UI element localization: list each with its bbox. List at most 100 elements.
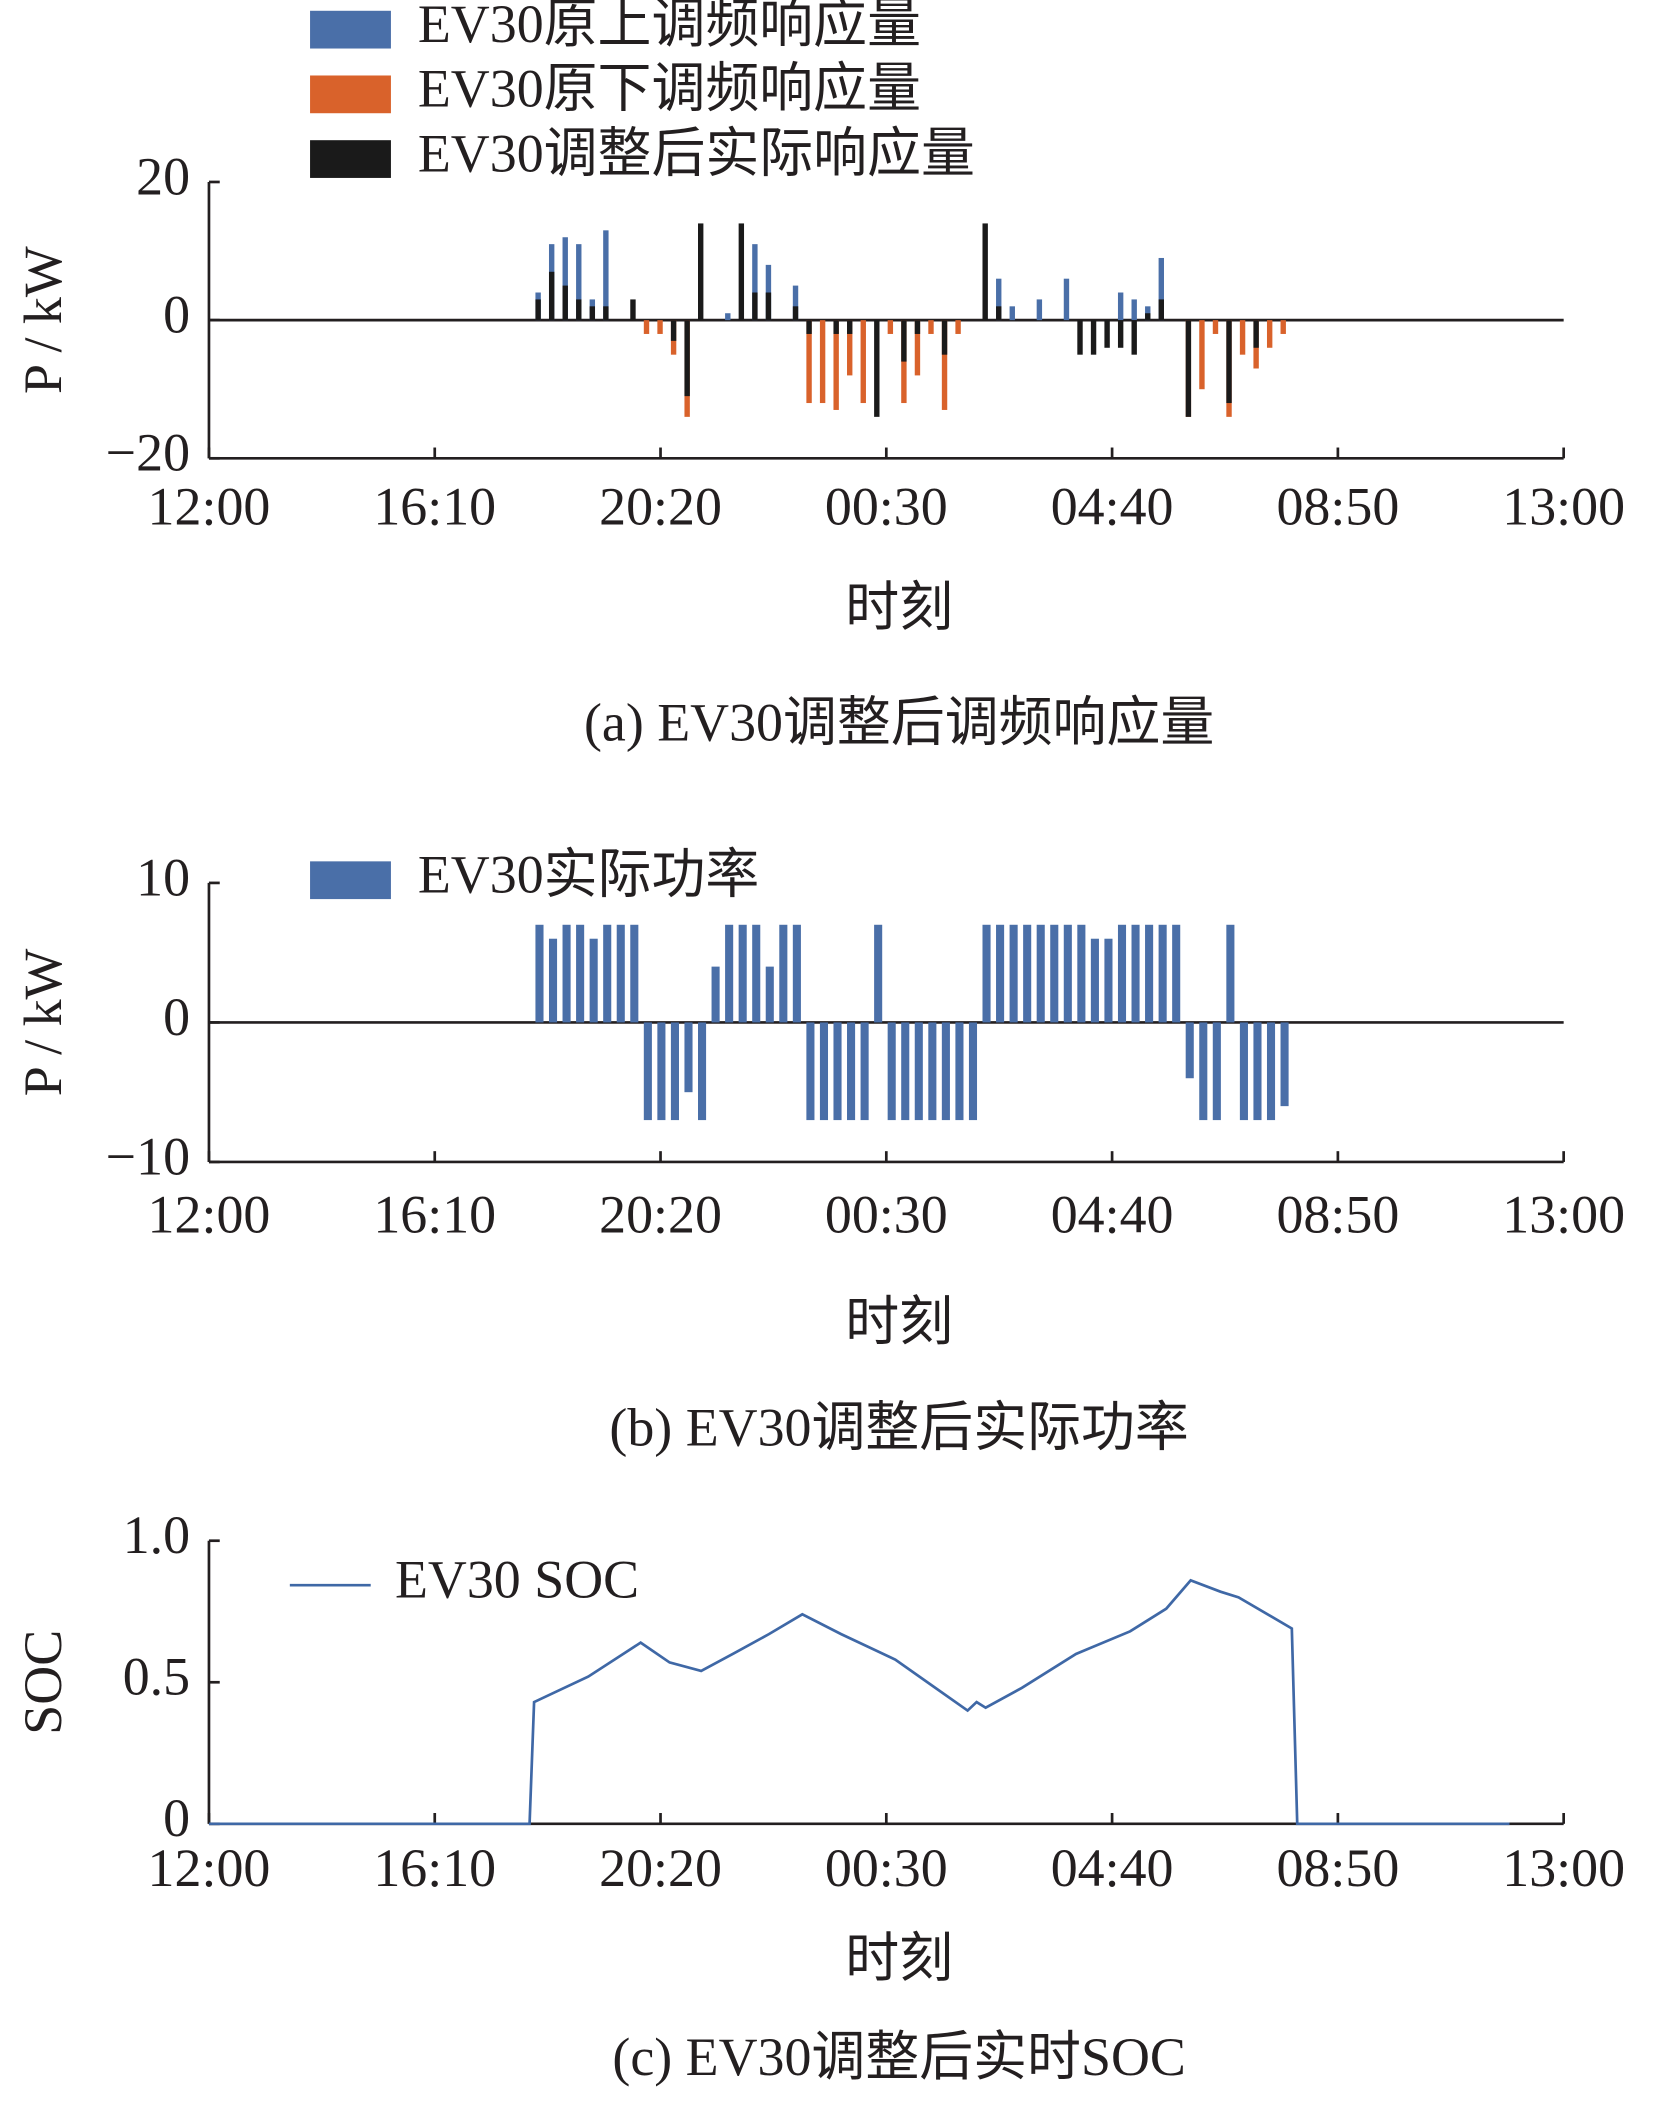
line (208, 1578, 1510, 1826)
bar (1023, 924, 1032, 1023)
bar (670, 1022, 679, 1121)
bar (1158, 257, 1164, 321)
bar (752, 924, 761, 1023)
bar (792, 306, 799, 321)
bar (643, 320, 650, 334)
x-tick-label: 12:00 (148, 1838, 271, 1898)
bar (1036, 924, 1045, 1023)
y-tick-label: −10 (106, 1126, 190, 1186)
bar (1063, 924, 1072, 1023)
bar (941, 1022, 950, 1121)
y-tick-label: 10 (136, 847, 190, 907)
bar (847, 1022, 856, 1121)
bar (1185, 1022, 1194, 1079)
bar (657, 320, 663, 334)
bar (996, 306, 1002, 321)
bar (548, 271, 555, 321)
x-tick-label: 08:50 (1276, 1184, 1399, 1244)
y-axis-label: P / kW (13, 948, 73, 1096)
bar (914, 320, 921, 376)
x-tick-label: 20:20 (599, 1184, 722, 1244)
bar (697, 223, 704, 321)
bar (887, 320, 894, 334)
bar (738, 223, 745, 321)
bar (562, 237, 568, 321)
y-tick-label: 0 (163, 987, 190, 1047)
bar (1145, 924, 1154, 1023)
x-axis-label: 时刻 (845, 1928, 953, 1988)
bar (847, 320, 853, 376)
bar (697, 1022, 707, 1121)
x-tick-label: 04:40 (1051, 1838, 1174, 1898)
legend-label: EV30实际功率 (418, 845, 759, 905)
x-axis-label: 时刻 (845, 578, 953, 638)
bar (684, 320, 690, 397)
bar (1266, 1022, 1276, 1121)
x-tick-label: 00:30 (825, 1184, 948, 1244)
y-axis-label: P / kW (13, 246, 73, 394)
bar (1185, 320, 1192, 417)
bar (1253, 320, 1259, 348)
legend-label: EV30 SOC (395, 1550, 639, 1610)
bar (1172, 924, 1181, 1023)
bar (1158, 924, 1167, 1023)
bar (1077, 924, 1086, 1023)
bar (1090, 320, 1097, 355)
bar (1104, 320, 1110, 348)
x-tick-label: 13:00 (1502, 477, 1625, 537)
bar (1090, 938, 1099, 1023)
y-tick-label: 0 (163, 285, 190, 345)
bar (860, 1022, 869, 1121)
bar (1199, 1022, 1208, 1121)
x-tick-label: 20:20 (599, 477, 722, 537)
bar (576, 924, 585, 1023)
bar (1158, 299, 1164, 321)
x-tick-label: 16:10 (373, 477, 496, 537)
bar (860, 320, 866, 404)
legend-swatch (310, 10, 391, 49)
bar (765, 292, 772, 321)
bar (1117, 924, 1127, 1023)
x-tick-label: 00:30 (825, 477, 948, 537)
bar (874, 924, 883, 1023)
bar (806, 1022, 815, 1121)
bar (603, 306, 609, 321)
bar (711, 966, 720, 1023)
bar (914, 1022, 923, 1121)
bar (1226, 320, 1232, 404)
bar (562, 285, 568, 321)
bar (1226, 924, 1235, 1023)
x-tick-label: 12:00 (148, 477, 271, 537)
bar (847, 320, 853, 334)
caption: (a) EV30调整后调频响应量 (584, 692, 1214, 752)
bar (1131, 924, 1140, 1023)
bar (630, 924, 639, 1023)
bar (806, 320, 812, 404)
bar (684, 1022, 693, 1093)
bar (535, 924, 544, 1023)
x-tick-label: 08:50 (1276, 477, 1399, 537)
x-tick-label: 04:40 (1051, 1184, 1174, 1244)
x-tick-label: 12:00 (148, 1184, 271, 1244)
bar (603, 924, 612, 1023)
y-axis-label: SOC (13, 1630, 73, 1735)
x-tick-label: 13:00 (1502, 1838, 1625, 1898)
bar (643, 1022, 652, 1121)
bar (1050, 924, 1059, 1023)
bar (833, 320, 839, 410)
bar (1131, 299, 1137, 321)
bar (670, 320, 677, 341)
bar (792, 285, 799, 321)
bar (901, 320, 907, 362)
legend-swatch (310, 75, 391, 114)
y-tick-label: 0 (163, 1788, 190, 1848)
x-tick-label: 04:40 (1051, 477, 1174, 537)
bar (928, 1022, 937, 1121)
bar (819, 320, 826, 404)
bar (1077, 320, 1083, 355)
legend-swatch (310, 140, 391, 178)
legend-label: EV30调整后实际响应量 (418, 123, 975, 183)
bar (725, 924, 734, 1023)
bar (806, 320, 812, 334)
